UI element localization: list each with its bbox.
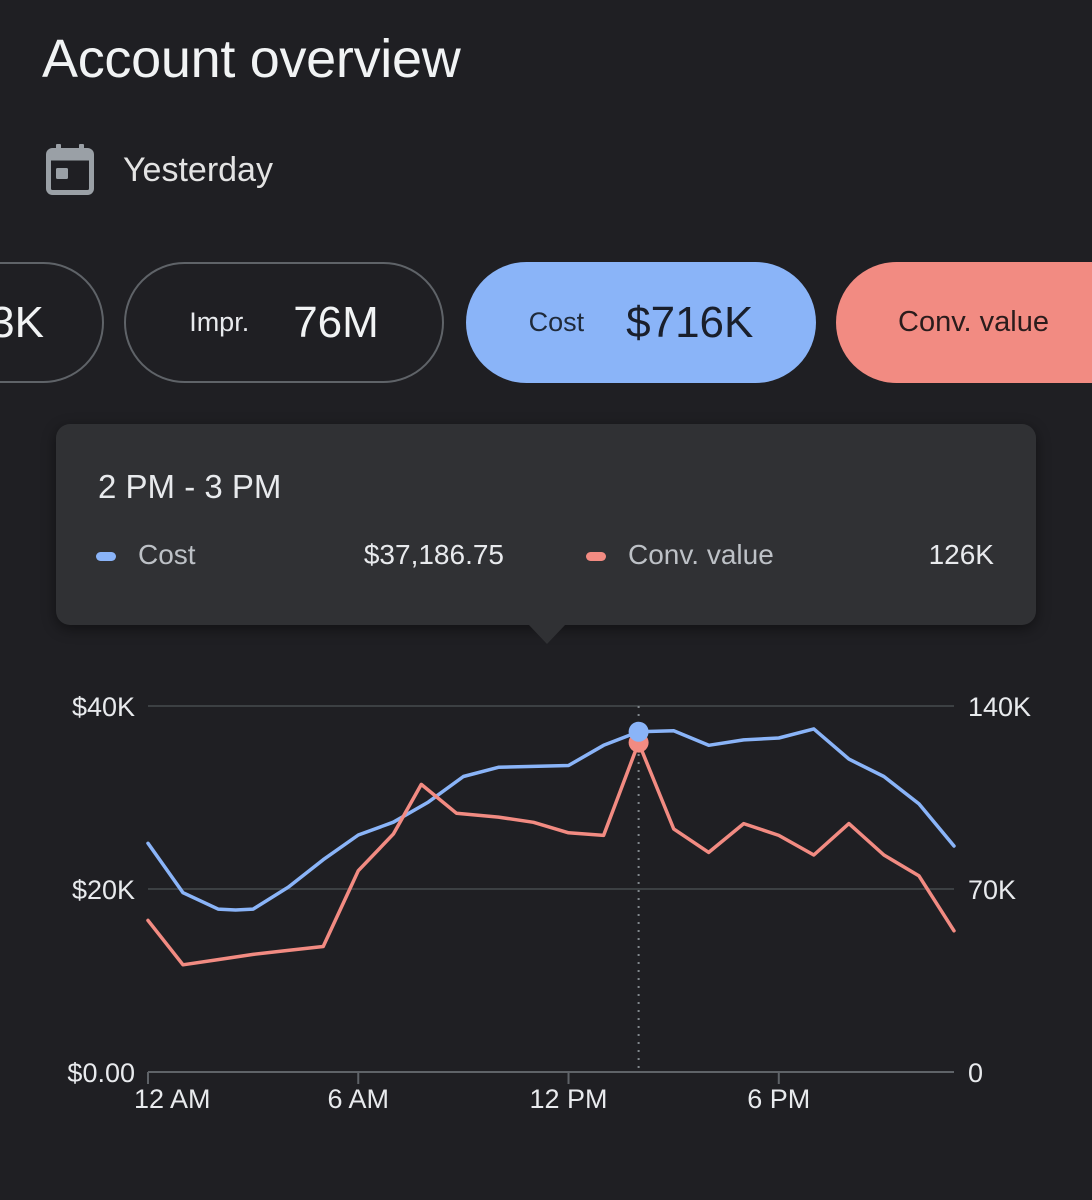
metric-chips: 3K Impr. 76M Cost $716K Conv. value (0, 262, 1092, 383)
metric-chip-conv-value[interactable]: Conv. value (836, 262, 1092, 383)
cost-series-line (146, 727, 956, 912)
metric-chip-clicks[interactable]: 3K (0, 262, 104, 383)
y-right-tick-label: 70K (968, 875, 1016, 905)
metric-chip-cost[interactable]: Cost $716K (466, 262, 816, 383)
chart-tooltip: 2 PM - 3 PM Cost $37,186.75 Conv. value … (56, 424, 1036, 625)
x-tick-label: 6 PM (747, 1084, 810, 1114)
y-left-tick-label: $40K (72, 692, 135, 722)
tooltip-time-range: 2 PM - 3 PM (98, 468, 282, 505)
y-left-tick-label: $20K (72, 875, 135, 905)
metric-chip-value: 76M (293, 297, 379, 347)
metric-chip-label: Cost (528, 307, 585, 337)
x-tick-label: 12 PM (529, 1084, 607, 1114)
page-title: Account overview (42, 29, 461, 89)
metric-chip-value: 3K (0, 297, 44, 347)
calendar-icon (46, 144, 94, 196)
x-tick-label: 12 AM (134, 1084, 211, 1114)
y-right-tick-label: 140K (968, 692, 1031, 722)
tooltip-cost-value: $37,186.75 (363, 539, 504, 570)
conv-value-series-line (146, 740, 956, 967)
metric-chip-label: Impr. (189, 307, 250, 337)
metric-chip-impressions[interactable]: Impr. 76M (124, 262, 444, 383)
cost-legend-dot-icon (96, 552, 116, 561)
metric-chip-value: $716K (626, 297, 754, 347)
date-range-label: Yesterday (123, 150, 273, 189)
y-left-tick-label: $0.00 (67, 1058, 135, 1088)
x-tick-label: 6 AM (327, 1084, 389, 1114)
tooltip-conv-value-value: 126K (928, 539, 994, 570)
tooltip-conv-value-label: Conv. value (628, 539, 774, 570)
tooltip-pointer (528, 624, 566, 644)
cost-highlight-point (628, 721, 649, 742)
date-range-selector[interactable]: Yesterday (46, 140, 273, 200)
conv-value-legend-dot-icon (586, 552, 606, 561)
y-right-tick-label: 0 (968, 1058, 983, 1088)
metric-chip-label: Conv. value (898, 306, 1049, 338)
tooltip-cost-label: Cost (138, 539, 196, 570)
